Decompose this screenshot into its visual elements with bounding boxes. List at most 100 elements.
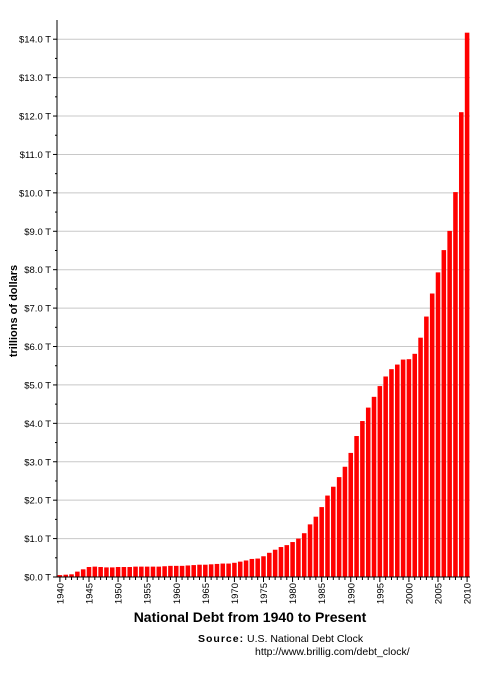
bar-1978 xyxy=(278,547,284,577)
bar-1956 xyxy=(150,566,156,577)
bar-1968 xyxy=(220,563,226,577)
x-tick-label: 2010 xyxy=(463,583,474,604)
y-tick-label: $7.0 T xyxy=(24,304,51,315)
chart-title: National Debt from 1940 to Present xyxy=(133,609,367,625)
x-tick-label: 1940 xyxy=(55,583,66,604)
bar-1960 xyxy=(173,565,179,577)
source-label: Source: xyxy=(198,633,245,645)
bar-1979 xyxy=(284,545,290,577)
bar-1961 xyxy=(179,565,185,577)
bar-1995 xyxy=(377,386,383,577)
bar-1999 xyxy=(400,359,406,577)
bar-1964 xyxy=(197,564,202,577)
bar-1965 xyxy=(203,564,208,577)
y-tick-label: $9.0 T xyxy=(24,227,51,238)
bar-2003 xyxy=(424,316,429,577)
bar-1977 xyxy=(272,549,278,577)
bar-1975 xyxy=(261,556,266,577)
source-url: http://www.brillig.com/debt_clock/ xyxy=(255,646,410,658)
source-note: Source: U.S. National Debt Clock http://… xyxy=(198,633,410,658)
bar-1986 xyxy=(325,495,330,577)
y-tick-label: $10.0 T xyxy=(19,188,51,199)
bar-2009 xyxy=(459,112,464,577)
source-name: U.S. National Debt Clock xyxy=(247,633,364,645)
bar-1953 xyxy=(133,566,138,577)
bar-1950 xyxy=(115,567,121,577)
x-tick-label: 1990 xyxy=(346,583,357,604)
y-tick-labels: $0.0 T $1.0 T $2.0 T $3.0 T $4.0 T $5.0 T $6.0… xyxy=(19,35,51,584)
x-tick-label: 1970 xyxy=(230,583,241,604)
bar-2010 xyxy=(464,32,470,578)
bar-2002 xyxy=(418,337,423,577)
bar-1989 xyxy=(342,466,348,577)
bar-1972 xyxy=(243,560,249,577)
bar-1954 xyxy=(139,566,144,577)
bar-2008 xyxy=(453,192,458,577)
bar-1992 xyxy=(360,421,365,577)
bar-1988 xyxy=(336,477,342,577)
y-tick-label: $5.0 T xyxy=(24,380,51,391)
bar-1985 xyxy=(319,507,324,577)
bar-1952 xyxy=(127,567,132,577)
bar-1974 xyxy=(255,558,260,577)
bar-1947 xyxy=(98,567,103,577)
y-tick-label: $4.0 T xyxy=(24,419,51,430)
bar-1971 xyxy=(237,561,243,577)
bar-1942 xyxy=(69,574,74,577)
bar-1994 xyxy=(371,396,377,577)
gridlines xyxy=(57,38,470,578)
bar-1958 xyxy=(162,566,167,577)
bar-2005 xyxy=(435,272,441,577)
y-tick-label: $2.0 T xyxy=(24,496,51,507)
axes xyxy=(53,20,470,582)
bar-1983 xyxy=(307,524,313,577)
x-tick-labels: 1940 1945 1950 1955 1960 1965 1970 1975 1980 1985… xyxy=(55,583,473,604)
y-tick-label: $13.0 T xyxy=(19,73,51,84)
y-tick-label: $6.0 T xyxy=(24,342,51,353)
bar-1991 xyxy=(354,436,359,577)
x-tick-label: 1980 xyxy=(288,583,299,604)
bar-1941 xyxy=(63,574,68,577)
bar-2006 xyxy=(441,250,447,577)
x-tick-label: 1995 xyxy=(375,583,386,604)
y-tick-label: $0.0 T xyxy=(24,573,51,584)
x-tick-label: 1950 xyxy=(114,583,125,604)
x-tick-label: 1960 xyxy=(172,583,183,604)
bar-1997 xyxy=(389,369,394,577)
bar-1970 xyxy=(232,562,237,577)
debt-bar-chart: $0.0 T $1.0 T $2.0 T $3.0 T $4.0 T $5.0 T $6.0… xyxy=(8,20,474,604)
y-tick-label: $14.0 T xyxy=(19,35,51,46)
bar-1984 xyxy=(313,516,319,577)
bar-1998 xyxy=(395,364,400,577)
x-tick-label: 1975 xyxy=(259,583,270,604)
bar-2000 xyxy=(406,359,412,577)
bar-1996 xyxy=(383,376,388,577)
x-tick-label: 2005 xyxy=(434,583,445,604)
bar-1976 xyxy=(267,552,272,577)
bar-1943 xyxy=(75,571,80,577)
bar-1973 xyxy=(249,558,255,577)
y-tick-label: $1.0 T xyxy=(24,534,51,545)
bar-1949 xyxy=(109,567,115,577)
bar-1963 xyxy=(191,565,196,577)
bars xyxy=(57,32,470,578)
bar-1955 xyxy=(144,566,150,577)
bar-1959 xyxy=(168,565,173,577)
bar-1951 xyxy=(121,567,127,577)
x-tick-label: 1955 xyxy=(143,583,154,604)
bar-1948 xyxy=(104,567,109,577)
x-tick-label: 2000 xyxy=(404,583,415,604)
bar-1967 xyxy=(214,563,220,577)
x-tick-label: 1965 xyxy=(201,583,212,604)
bar-1966 xyxy=(208,564,214,577)
bar-1944 xyxy=(80,569,86,577)
bar-1982 xyxy=(301,533,307,577)
bar-1969 xyxy=(226,563,231,577)
y-axis-label: trillions of dollars xyxy=(8,265,20,357)
bar-1945 xyxy=(86,567,92,577)
bar-2007 xyxy=(447,230,452,577)
x-tick-label: 1985 xyxy=(317,583,328,604)
bar-1981 xyxy=(296,538,301,577)
bar-1993 xyxy=(365,407,371,577)
bar-2004 xyxy=(429,293,435,577)
